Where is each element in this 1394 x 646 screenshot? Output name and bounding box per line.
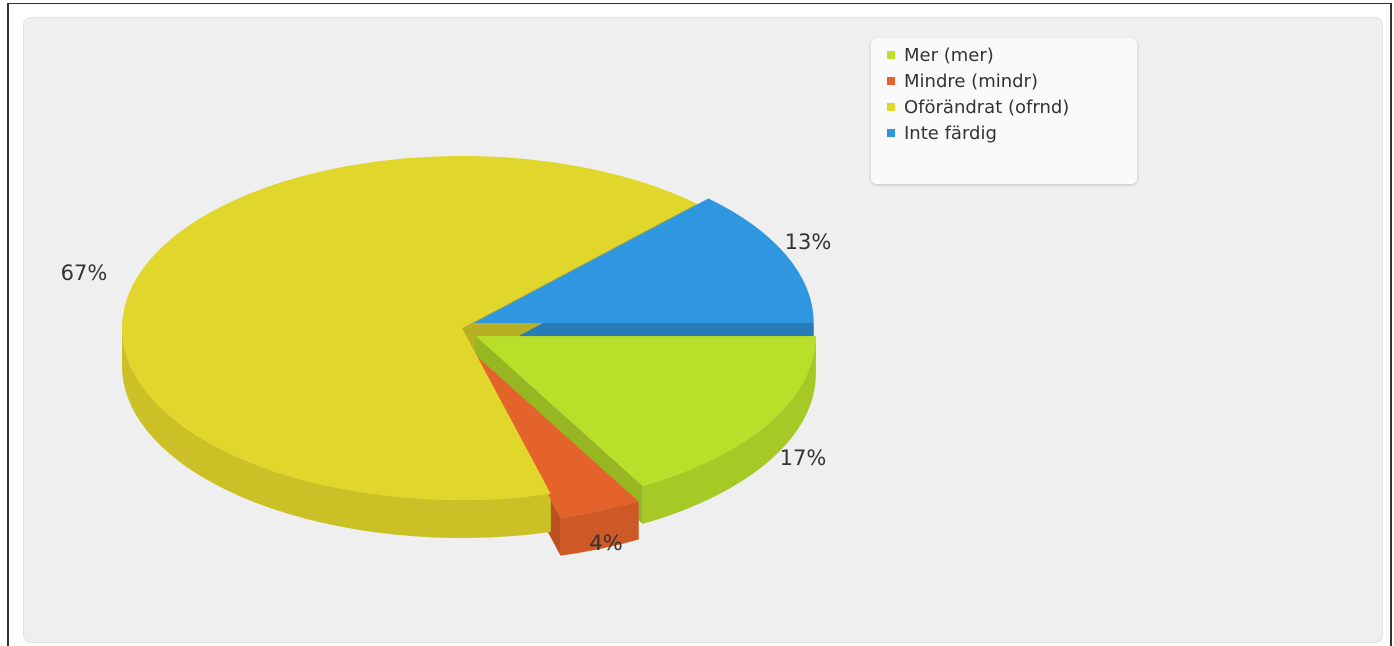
- slice-percent-label-2: 67%: [61, 261, 108, 285]
- pie-slice-2: [121, 156, 697, 500]
- legend-label: Mer (mer): [904, 44, 994, 66]
- pie-slice-0: [475, 336, 816, 486]
- legend-item-oforandrat[interactable]: Oförändrat (ofrnd): [887, 94, 1137, 120]
- chart-legend: Mer (mer) Mindre (mindr) Oförändrat (ofr…: [871, 38, 1137, 184]
- slice-percent-label-1: 4%: [589, 531, 622, 555]
- pie-slice-1: [471, 351, 639, 518]
- pie-side-wall-2: [122, 328, 551, 538]
- legend-swatch-icon: [887, 51, 895, 59]
- legend-swatch-icon: [887, 129, 895, 137]
- pie-slice-3: [473, 198, 814, 323]
- legend-item-mindre[interactable]: Mindre (mindr): [887, 68, 1137, 94]
- legend-label: Inte färdig: [904, 122, 997, 144]
- legend-label: Oförändrat (ofrnd): [904, 96, 1070, 118]
- legend-item-inte-fardig[interactable]: Inte färdig: [887, 120, 1137, 146]
- legend-swatch-icon: [887, 103, 895, 111]
- legend-swatch-icon: [887, 77, 895, 85]
- pie-side-wall-1: [560, 501, 639, 556]
- legend-item-mer[interactable]: Mer (mer): [887, 42, 1137, 68]
- legend-label: Mindre (mindr): [904, 70, 1038, 92]
- slice-percent-label-0: 17%: [780, 446, 827, 470]
- slice-percent-label-3: 13%: [785, 230, 832, 254]
- pie-tops: [121, 156, 816, 518]
- pie-side-wall-0: [642, 336, 816, 524]
